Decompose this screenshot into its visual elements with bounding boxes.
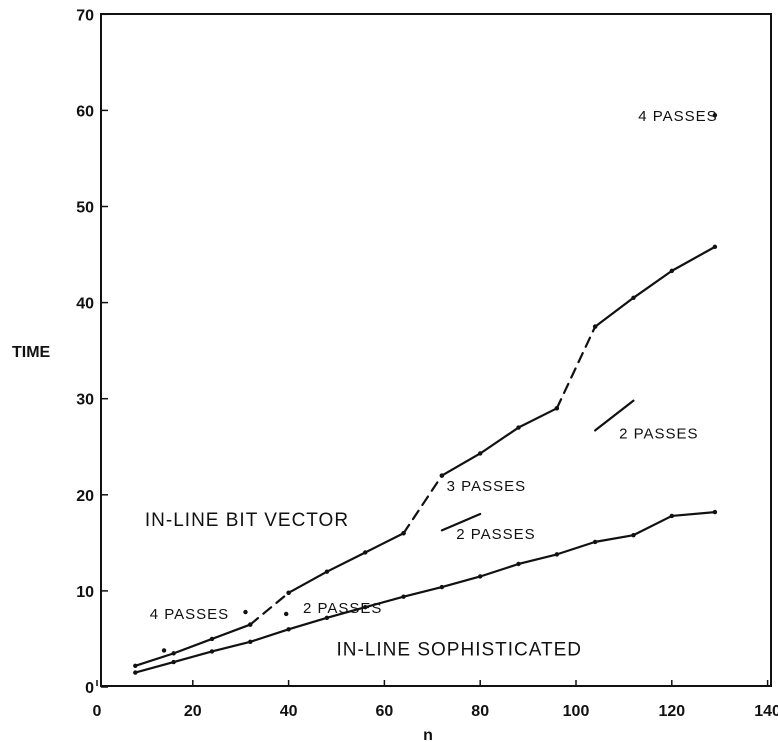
x-tick-label: 140	[754, 703, 778, 720]
in-line-sophisticated-point	[209, 649, 215, 654]
passes-annotation: 3 PASSES	[447, 478, 526, 495]
x-tick-label: 40	[280, 703, 298, 720]
x-tick-label: 80	[471, 703, 489, 720]
passes-annotation: 2 PASSES	[456, 526, 535, 543]
passes-annotation: 2 PASSES	[619, 425, 698, 442]
in-line-bit-vector-line-segment	[134, 623, 252, 667]
in-line-bit-vector-line-segment	[402, 474, 443, 535]
series-label: IN-LINE BIT VECTOR	[145, 510, 349, 531]
in-line-bit-vector-point	[478, 451, 483, 456]
in-line-bit-vector-point	[592, 324, 598, 329]
y-tick-label: 0	[85, 680, 94, 697]
in-line-bit-vector-point	[554, 406, 560, 411]
in-line-bit-vector-point	[286, 590, 291, 596]
in-line-sophisticated-point	[712, 509, 718, 515]
in-line-sophisticated-point	[171, 659, 176, 665]
y-axis-title: TIME	[12, 344, 51, 361]
in-line-bit-vector-point	[171, 651, 176, 656]
x-tick-label: 100	[563, 703, 590, 720]
in-line-bit-vector-point	[209, 636, 215, 642]
axis-ticks: 0 20 40 60 80 100 120 140 0 10 20 30 40 50 60 70	[76, 7, 778, 720]
y-tick-label: 70	[76, 7, 94, 24]
in-line-bit-vector-point	[324, 569, 330, 574]
y-tick-label: 50	[76, 200, 94, 217]
isolated-point	[161, 648, 167, 653]
in-line-bit-vector-point	[439, 473, 445, 478]
in-line-bit-vector-point	[133, 663, 138, 669]
in-line-bit-vector-line-segment	[555, 325, 597, 410]
in-line-sophisticated-point	[324, 615, 330, 621]
in-line-sophisticated-point	[478, 574, 483, 579]
isolated-point	[284, 611, 289, 617]
data-markers	[133, 113, 718, 675]
x-tick-label: 120	[658, 703, 685, 720]
pass-line-segment	[594, 399, 635, 432]
in-line-sophisticated-line-segment	[134, 510, 717, 674]
in-line-bit-vector-point	[669, 268, 674, 274]
y-tick-label: 30	[76, 392, 94, 409]
in-line-bit-vector-point	[516, 425, 521, 430]
y-tick-label: 20	[76, 488, 94, 505]
plot-frame	[100, 13, 772, 687]
y-tick-label: 60	[76, 103, 94, 120]
in-line-sophisticated-point	[631, 532, 636, 538]
in-line-bit-vector-point	[248, 622, 253, 627]
y-tick-label: 40	[76, 296, 94, 313]
in-line-sophisticated-point	[286, 627, 291, 632]
in-line-sophisticated-point	[554, 552, 560, 557]
in-line-bit-vector-point	[363, 550, 368, 555]
passes-annotation: 4 PASSES	[150, 606, 229, 623]
isolated-point	[243, 609, 248, 615]
isolated-point	[712, 113, 718, 118]
in-line-bit-vector-point	[712, 244, 718, 250]
in-line-bit-vector-line-segment	[440, 407, 558, 477]
in-line-bit-vector-line-segment	[249, 591, 290, 626]
x-axis-title: n	[423, 727, 433, 742]
in-line-sophisticated-point	[439, 584, 445, 590]
passes-annotation: 4 PASSES	[638, 108, 717, 125]
in-line-sophisticated-point	[248, 639, 253, 645]
in-line-sophisticated-point	[401, 594, 406, 599]
series-label: IN-LINE SOPHISTICATED	[337, 640, 583, 661]
chart-labels: 4 PASSES 2 PASSES 3 PASSES 2 PASSES 4 PASSES…	[145, 108, 717, 661]
in-line-sophisticated-point	[592, 539, 598, 545]
x-tick-label: 60	[376, 703, 394, 720]
in-line-sophisticated-point	[133, 670, 138, 675]
y-tick-label: 10	[76, 584, 94, 601]
in-line-bit-vector-point	[401, 531, 406, 536]
in-line-bit-vector-line-segment	[594, 245, 717, 328]
in-line-bit-vector-point	[631, 295, 636, 300]
passes-annotation: 2 PASSES	[303, 600, 382, 617]
series-lines	[134, 245, 717, 674]
in-line-bit-vector-line-segment	[287, 532, 405, 594]
pass-line-segment	[440, 512, 482, 532]
in-line-sophisticated-point	[669, 513, 674, 519]
in-line-sophisticated-point	[516, 561, 521, 567]
x-tick-label: 0	[93, 703, 102, 720]
in-line-sophisticated-point	[363, 605, 368, 610]
x-tick-label: 20	[184, 703, 202, 720]
